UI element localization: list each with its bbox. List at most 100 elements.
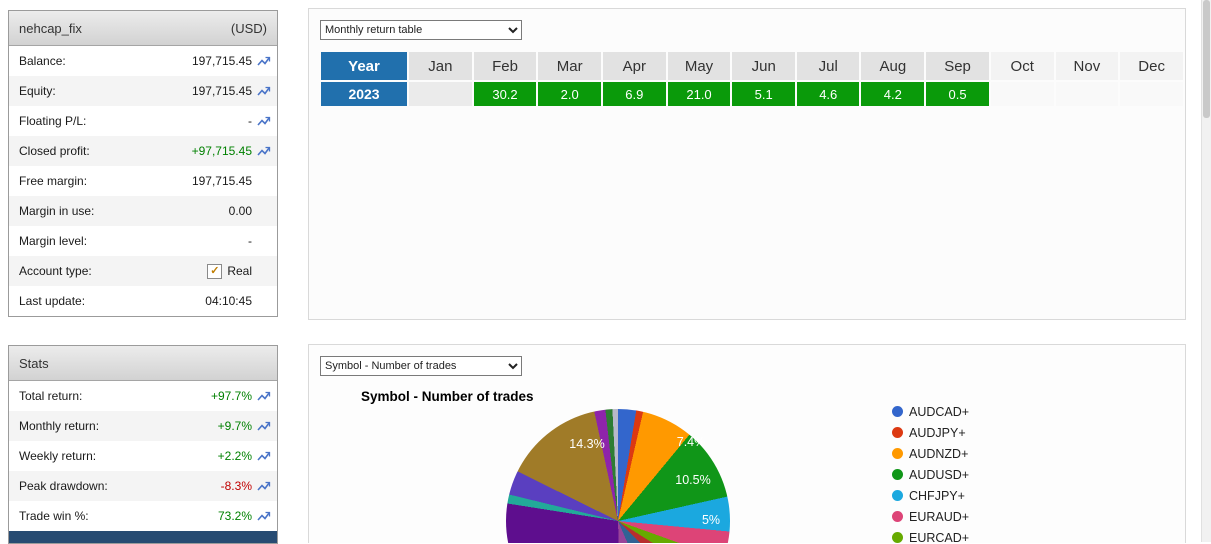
panel-row: Account type: ✓ Real [9, 256, 277, 286]
row-value-group: 73.2% [218, 509, 271, 523]
icon-spacer [257, 174, 271, 188]
row-label: Last update: [19, 294, 86, 308]
panel-row: Balance: 197,715.45 [9, 46, 277, 76]
month-header: Oct [990, 52, 1054, 80]
panel-row: Monthly return: +9.7% [9, 411, 277, 441]
account-panel: nehcap_fix (USD) Balance: 197,715.45 Equit… [8, 10, 278, 317]
chart-icon[interactable] [257, 114, 271, 128]
panel-row: Free margin: 197,715.45 [9, 166, 277, 196]
pie-slice-label: 14.3% [569, 437, 605, 451]
monthly-return-panel: Monthly return table Year Jan Feb Mar Apr May… [308, 8, 1186, 320]
chart-icon[interactable] [257, 84, 271, 98]
year-header: Year [321, 52, 408, 80]
row-value-group: 197,715.45 [192, 54, 271, 68]
pie-legend: AUDCAD+ AUDJPY+ AUDNZD+ AUDUSD+ CHFJPY+ EURAU… [892, 401, 969, 543]
row-label: Trade win %: [19, 509, 89, 523]
empty-cell [409, 82, 472, 106]
row-label: Monthly return: [19, 419, 100, 433]
pie-view-select[interactable]: Symbol - Number of trades [320, 356, 522, 376]
chart-icon[interactable] [257, 449, 271, 463]
panel-row: Peak drawdown: -8.3% [9, 471, 277, 501]
chart-icon[interactable] [257, 54, 271, 68]
stats-panel-header: Stats [9, 346, 277, 381]
row-value: +2.2% [217, 449, 252, 463]
row-label: Floating P/L: [19, 114, 87, 128]
panel-row: Floating P/L: - [9, 106, 277, 136]
return-cell: 4.2 [861, 82, 925, 106]
return-cell: 5.1 [732, 82, 796, 106]
row-value-group: ✓ Real [207, 263, 271, 279]
legend-dot [892, 448, 903, 459]
legend-dot [892, 427, 903, 438]
legend-item: AUDUSD+ [892, 464, 969, 485]
panel-row: Closed profit: +97,715.45 [9, 136, 277, 166]
row-value: 04:10:45 [205, 294, 252, 308]
account-currency: (USD) [230, 20, 267, 36]
panel-row: Last update: 04:10:45 [9, 286, 277, 316]
chart-icon[interactable] [257, 509, 271, 523]
month-header: May [667, 52, 731, 80]
row-value-group: 0.00 [229, 204, 271, 218]
stats-title: Stats [19, 355, 49, 371]
row-value: 197,715.45 [191, 54, 252, 68]
empty-cell [990, 82, 1054, 106]
scrollbar-thumb[interactable] [1203, 0, 1210, 118]
return-cell: 21.0 [667, 82, 731, 106]
icon-spacer [257, 264, 271, 278]
panel-row: Weekly return: +2.2% [9, 441, 277, 471]
row-value: +9.7% [217, 419, 252, 433]
scrollbar[interactable] [1201, 0, 1211, 542]
panel-row: Margin in use: 0.00 [9, 196, 277, 226]
row-value-group: -8.3% [221, 479, 271, 493]
empty-cell [1120, 82, 1183, 106]
row-value: 197,715.45 [191, 174, 252, 188]
return-cell: 4.6 [797, 82, 860, 106]
return-cell: 2.0 [538, 82, 602, 106]
real-account-checkbox[interactable]: ✓ [207, 263, 223, 279]
legend-dot [892, 511, 903, 522]
legend-label: AUDCAD+ [909, 404, 970, 419]
row-label: Margin level: [19, 234, 88, 248]
legend-item: CHFJPY+ [892, 485, 969, 506]
month-header: Aug [861, 52, 925, 80]
panel-row: Trade win %: 73.2% [9, 501, 277, 531]
row-value: 0.00 [228, 204, 252, 218]
chart-icon[interactable] [257, 419, 271, 433]
legend-item: EURAUD+ [892, 506, 969, 527]
pie-slice-label: 5% [701, 513, 721, 527]
legend-item: AUDNZD+ [892, 443, 969, 464]
row-value: - [248, 114, 252, 128]
symbol-trades-panel: Symbol - Number of trades Symbol - Numbe… [308, 344, 1186, 543]
legend-item: EURCAD+ [892, 527, 969, 543]
stats-panel: Stats Total return: +97.7% Monthly return:… [8, 345, 278, 544]
account-panel-header: nehcap_fix (USD) [9, 11, 277, 46]
chart-icon[interactable] [257, 144, 271, 158]
chart-icon[interactable] [257, 479, 271, 493]
row-value-group: - [248, 114, 271, 128]
month-header: Apr [603, 52, 666, 80]
month-header: Mar [538, 52, 602, 80]
legend-label: AUDUSD+ [909, 467, 970, 482]
month-header: Sep [926, 52, 989, 80]
row-value: -8.3% [220, 479, 252, 493]
row-value-group: +97,715.45 [192, 144, 271, 158]
chart-icon[interactable] [257, 389, 271, 403]
legend-dot [892, 490, 903, 501]
legend-dot [892, 406, 903, 417]
row-label: Peak drawdown: [19, 479, 108, 493]
row-value-group: +97.7% [211, 389, 271, 403]
icon-spacer [257, 294, 271, 308]
row-value-group: +9.7% [218, 419, 271, 433]
next-section-partial [9, 531, 277, 543]
row-label: Equity: [19, 84, 56, 98]
monthly-view-select[interactable]: Monthly return table [320, 20, 522, 40]
row-value: - [248, 234, 252, 248]
panel-row: Equity: 197,715.45 [9, 76, 277, 106]
legend-item: AUDJPY+ [892, 422, 969, 443]
row-label: Free margin: [19, 174, 88, 188]
row-label: Weekly return: [19, 449, 97, 463]
month-header: Nov [1055, 52, 1119, 80]
stats-rows: Total return: +97.7% Monthly return: +9.7% W… [9, 381, 277, 531]
month-header: Feb [473, 52, 537, 80]
legend-label: AUDJPY+ [909, 425, 966, 440]
